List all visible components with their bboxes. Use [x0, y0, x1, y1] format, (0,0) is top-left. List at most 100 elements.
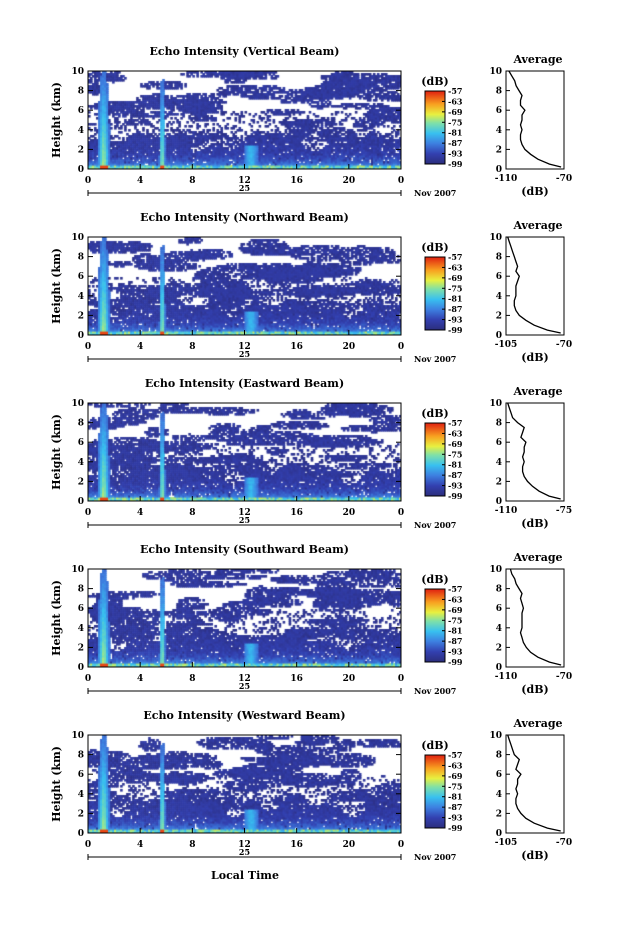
x-tick-label: 8: [189, 176, 195, 186]
colorbar-tick-label: -57: [448, 584, 462, 594]
y-tick-label: 8: [78, 751, 84, 761]
average-y-tick-label: 2: [496, 145, 502, 155]
colorbar-tick-label: -99: [448, 491, 463, 501]
average-frame: [505, 734, 565, 834]
x-tick-label: 16: [290, 674, 303, 684]
average-x-tick-label: -110: [495, 672, 518, 682]
x-tick-label: 12: [238, 342, 251, 352]
y-tick-label: 6: [78, 770, 84, 780]
colorbar-tick-label: -69: [448, 771, 463, 781]
average-y-tick-label: 6: [496, 604, 502, 614]
y-axis-label: Height (km): [50, 746, 63, 822]
average-profile-line: [507, 236, 561, 334]
y-tick-label: 2: [78, 643, 84, 653]
average-title: Average: [512, 53, 562, 66]
x-tick-label: 4: [137, 342, 143, 352]
y-tick-label: 8: [78, 87, 84, 97]
colorbar-tick-label: -93: [448, 813, 463, 823]
average-y-tick-label: 10: [489, 233, 502, 243]
average-y-tick-label: 8: [496, 585, 502, 595]
x-tick-label: 12: [238, 176, 251, 186]
colorbar-tick-label: -99: [448, 657, 463, 667]
average-unit: (dB): [521, 517, 548, 530]
colorbar-tick-label: -69: [448, 273, 463, 283]
x-tick-label: 8: [189, 342, 195, 352]
colorbar: [424, 256, 446, 331]
average-unit: (dB): [521, 351, 548, 364]
x-tick-label: 12: [238, 508, 251, 518]
average-title: Average: [512, 219, 562, 232]
x-tick-label: 16: [290, 508, 303, 518]
x-tick-label: 20: [343, 840, 356, 850]
colorbar-tick-label: -93: [448, 647, 463, 657]
y-tick-label: 2: [78, 145, 84, 155]
colorbar-tick-label: -75: [448, 615, 462, 625]
y-tick-label: 6: [78, 604, 84, 614]
colorbar-tick-label: -87: [448, 470, 462, 480]
y-tick-label: 8: [78, 253, 84, 263]
x-tick-label: 0: [398, 508, 404, 518]
x-tick-label: 0: [398, 674, 404, 684]
heatmap-image: [88, 71, 401, 169]
colorbar-tick-label: -57: [448, 86, 462, 96]
average-y-tick-label: 2: [496, 643, 502, 653]
colorbar-tick-label: -87: [448, 802, 462, 812]
average-profile-line: [507, 402, 561, 500]
average-x-tick-label: -110: [495, 506, 518, 516]
heatmap-image: [88, 237, 401, 335]
date-month-label: Nov 2007: [414, 354, 456, 364]
average-frame: [505, 568, 565, 668]
average-x-tick-label: -105: [495, 838, 518, 848]
average-y-tick-label: 2: [496, 311, 502, 321]
average-y-tick-label: 8: [496, 87, 502, 97]
colorbar-tick-label: -81: [448, 626, 462, 636]
y-tick-label: 8: [78, 585, 84, 595]
x-tick-label: 4: [137, 508, 143, 518]
y-tick-label: 4: [78, 458, 84, 468]
x-tick-label: 8: [189, 840, 195, 850]
colorbar-unit: (dB): [421, 573, 448, 586]
panel-title: Echo Intensity (Eastward Beam): [145, 377, 344, 390]
average-y-tick-label: 8: [496, 253, 502, 263]
average-y-tick-label: 2: [496, 809, 502, 819]
x-tick-label: 8: [189, 674, 195, 684]
average-x-tick-label: -110: [495, 174, 518, 184]
colorbar-tick-label: -99: [448, 325, 463, 335]
average-title: Average: [512, 385, 562, 398]
y-tick-label: 10: [71, 399, 84, 409]
average-x-tick-label: -75: [556, 506, 572, 516]
average-profile-line: [508, 70, 562, 168]
x-tick-label: 20: [343, 674, 356, 684]
average-title: Average: [512, 717, 562, 730]
colorbar-tick-label: -75: [448, 117, 462, 127]
heatmap-image: [88, 735, 401, 833]
average-x-tick-label: -70: [556, 672, 572, 682]
colorbar-tick-label: -69: [448, 605, 463, 615]
colorbar-unit: (dB): [421, 75, 448, 88]
x-tick-label: 0: [398, 840, 404, 850]
y-tick-label: 8: [78, 419, 84, 429]
date-day-label: 25: [239, 515, 250, 525]
x-tick-label: 0: [398, 342, 404, 352]
colorbar-unit: (dB): [421, 241, 448, 254]
y-tick-label: 10: [71, 233, 84, 243]
average-profile-line: [509, 568, 562, 666]
colorbar-tick-label: -87: [448, 636, 462, 646]
panel-3: Echo Intensity (Eastward Beam) 0 2 4 6 8 10 Hei…: [50, 377, 572, 530]
y-tick-label: 0: [78, 663, 84, 673]
average-y-tick-label: 10: [489, 67, 502, 77]
y-tick-label: 10: [71, 565, 84, 575]
x-tick-label: 0: [398, 176, 404, 186]
colorbar-tick-label: -75: [448, 781, 462, 791]
y-tick-label: 4: [78, 790, 84, 800]
colorbar-unit: (dB): [421, 407, 448, 420]
colorbar-tick-label: -81: [448, 128, 462, 138]
average-y-tick-label: 8: [496, 751, 502, 761]
average-y-tick-label: 4: [496, 458, 502, 468]
average-y-tick-label: 4: [496, 126, 502, 136]
colorbar: [424, 90, 446, 165]
x-tick-label: 0: [85, 840, 91, 850]
colorbar-tick-label: -81: [448, 460, 462, 470]
date-day-label: 25: [239, 847, 250, 857]
